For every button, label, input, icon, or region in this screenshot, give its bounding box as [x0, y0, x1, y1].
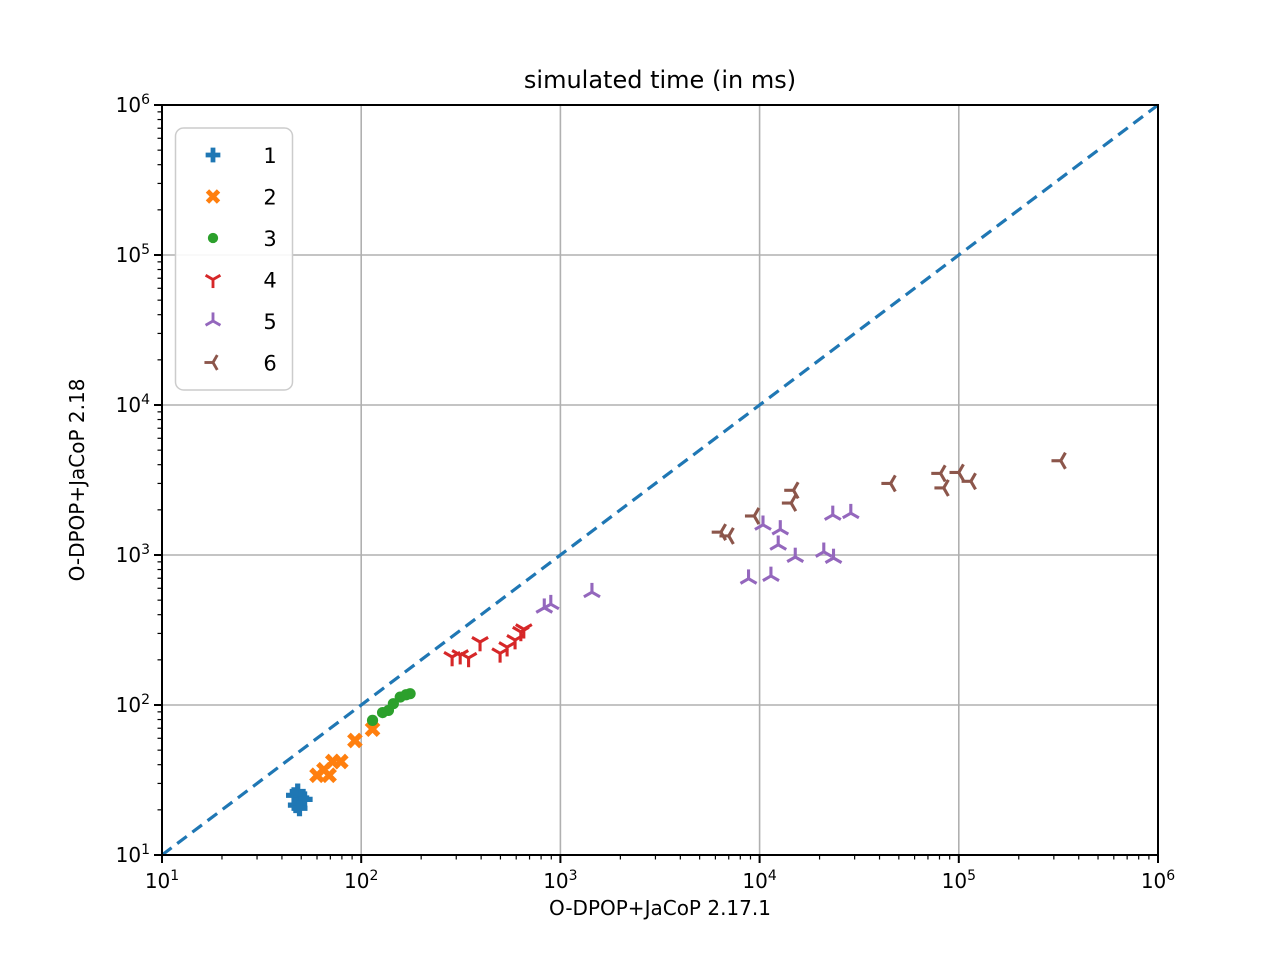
data-point-marker	[289, 783, 306, 800]
data-point-marker	[1051, 451, 1067, 470]
data-point-marker	[934, 479, 950, 497]
x-axis-tick-label: 105	[942, 868, 976, 893]
data-point-marker	[949, 463, 965, 482]
x-axis-tick-label: 101	[145, 868, 179, 893]
data-point-marker	[286, 787, 303, 804]
data-point-marker	[404, 688, 416, 700]
data-point-marker	[296, 791, 313, 808]
data-point-marker	[459, 651, 478, 668]
data-point-marker	[514, 623, 533, 639]
data-point-marker	[824, 548, 843, 564]
y-axis-tick-label: 105	[116, 242, 150, 267]
data-point-marker	[205, 147, 221, 163]
data-point-marker	[332, 753, 349, 770]
data-point-marker	[347, 732, 363, 749]
data-point-marker	[387, 698, 399, 710]
data-point-marker	[583, 582, 601, 599]
plot-border	[161, 104, 1159, 856]
diagonal-reference-line	[161, 103, 1159, 857]
data-point-marker	[784, 481, 800, 500]
data-point-marker	[744, 507, 761, 525]
chart-title: simulated time (in ms)	[523, 66, 797, 94]
axis-ticks	[154, 104, 1159, 863]
data-point-marker	[287, 797, 304, 814]
data-point-marker	[931, 464, 947, 483]
series-5-points	[535, 503, 860, 614]
data-point-marker	[814, 542, 833, 558]
y-axis-tick-label: 103	[116, 542, 150, 567]
data-point-marker	[471, 636, 489, 652]
data-point-marker	[321, 767, 337, 784]
data-point-marker	[781, 494, 798, 512]
data-point-marker	[541, 594, 560, 611]
data-point-marker	[841, 503, 860, 520]
data-point-marker	[291, 800, 308, 817]
legend: 1 2 3 4 5 6	[174, 127, 294, 391]
data-point-marker	[719, 527, 735, 545]
data-point-marker	[881, 474, 897, 493]
series-2-points	[309, 721, 381, 784]
data-point-marker	[769, 535, 788, 551]
x-axis-tick-label: 102	[344, 868, 378, 893]
legend-label-3: 3	[263, 227, 276, 251]
data-point-marker	[739, 569, 758, 585]
legend-label-2: 2	[263, 186, 276, 210]
data-point-marker	[754, 515, 772, 531]
legend-box	[174, 127, 294, 391]
legend-label-6: 6	[263, 352, 276, 376]
data-point-marker	[364, 721, 381, 738]
x-axis-tick-label: 106	[1141, 868, 1175, 893]
legend-label-1: 1	[263, 144, 276, 168]
series-6-points	[711, 451, 1067, 545]
data-point-marker	[823, 505, 842, 521]
y-axis-tick-label: 102	[116, 692, 150, 717]
data-point-marker	[205, 189, 221, 204]
series-3-points	[366, 688, 416, 726]
data-point-marker	[204, 354, 219, 371]
y-axis-label: O-DPOP+JaCoP 2.18	[65, 378, 89, 582]
x-axis-tick-label: 104	[742, 868, 776, 893]
data-point-marker	[711, 523, 727, 541]
data-point-marker	[366, 714, 379, 726]
data-point-marker	[762, 566, 780, 582]
series-4-points	[443, 623, 533, 668]
data-point-marker	[204, 273, 222, 289]
data-point-marker	[204, 312, 222, 327]
data-point-marker	[207, 232, 219, 244]
data-point-marker	[771, 520, 790, 536]
y-axis-tick-label: 104	[116, 392, 150, 417]
legend-label-5: 5	[263, 310, 276, 334]
series-1-points	[286, 783, 313, 817]
legend-label-4: 4	[263, 269, 276, 293]
y-axis-tick-label: 106	[116, 92, 150, 117]
y-axis-tick-label: 101	[116, 842, 150, 867]
data-point-marker	[786, 547, 805, 563]
data-point-marker	[961, 472, 977, 491]
x-axis-tick-label: 103	[543, 868, 577, 893]
x-axis-label: O-DPOP+JaCoP 2.17.1	[549, 896, 771, 920]
